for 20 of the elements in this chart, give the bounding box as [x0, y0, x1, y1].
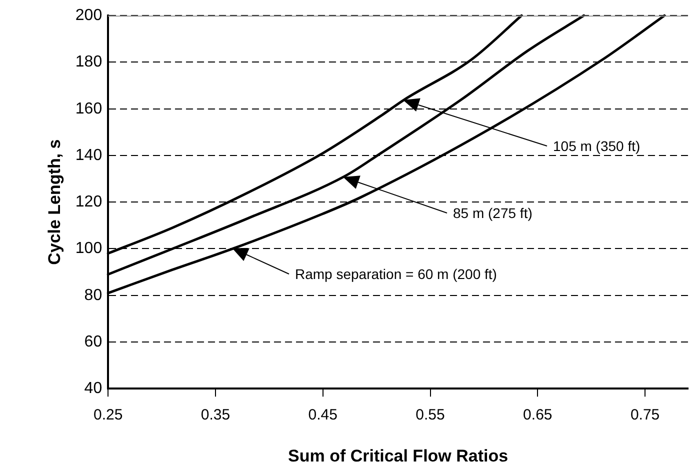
y-tick-label: 180 — [75, 54, 102, 71]
annotation: 105 m (350 ft) — [553, 138, 640, 154]
x-tick-label: 0.35 — [200, 406, 230, 424]
y-tick-label: 100 — [75, 240, 102, 258]
x-tick-label: 0.25 — [93, 406, 123, 424]
x-tick-label: 0.45 — [308, 406, 338, 424]
x-tick-label: 0.65 — [523, 406, 552, 424]
y-axis-title: Cycle Length, s — [44, 139, 64, 265]
annotation: Ramp separation = 60 m (200 ft) — [295, 266, 497, 282]
y-tick-label: 160 — [75, 100, 102, 118]
x-tick-label: 0.75 — [630, 406, 660, 424]
y-tick-label: 80 — [84, 286, 102, 304]
y-tick-label: 40 — [84, 380, 102, 398]
x-tick-label: 0.55 — [416, 406, 445, 424]
y-tick-label: 120 — [75, 194, 102, 211]
y-tick-label: 140 — [75, 146, 102, 164]
y-tick-label: 200 — [75, 7, 102, 24]
x-axis-title: Sum of Critical Flow Ratios — [288, 446, 508, 466]
annotation: 85 m (275 ft) — [453, 205, 532, 221]
y-tick-label: 60 — [84, 333, 102, 350]
